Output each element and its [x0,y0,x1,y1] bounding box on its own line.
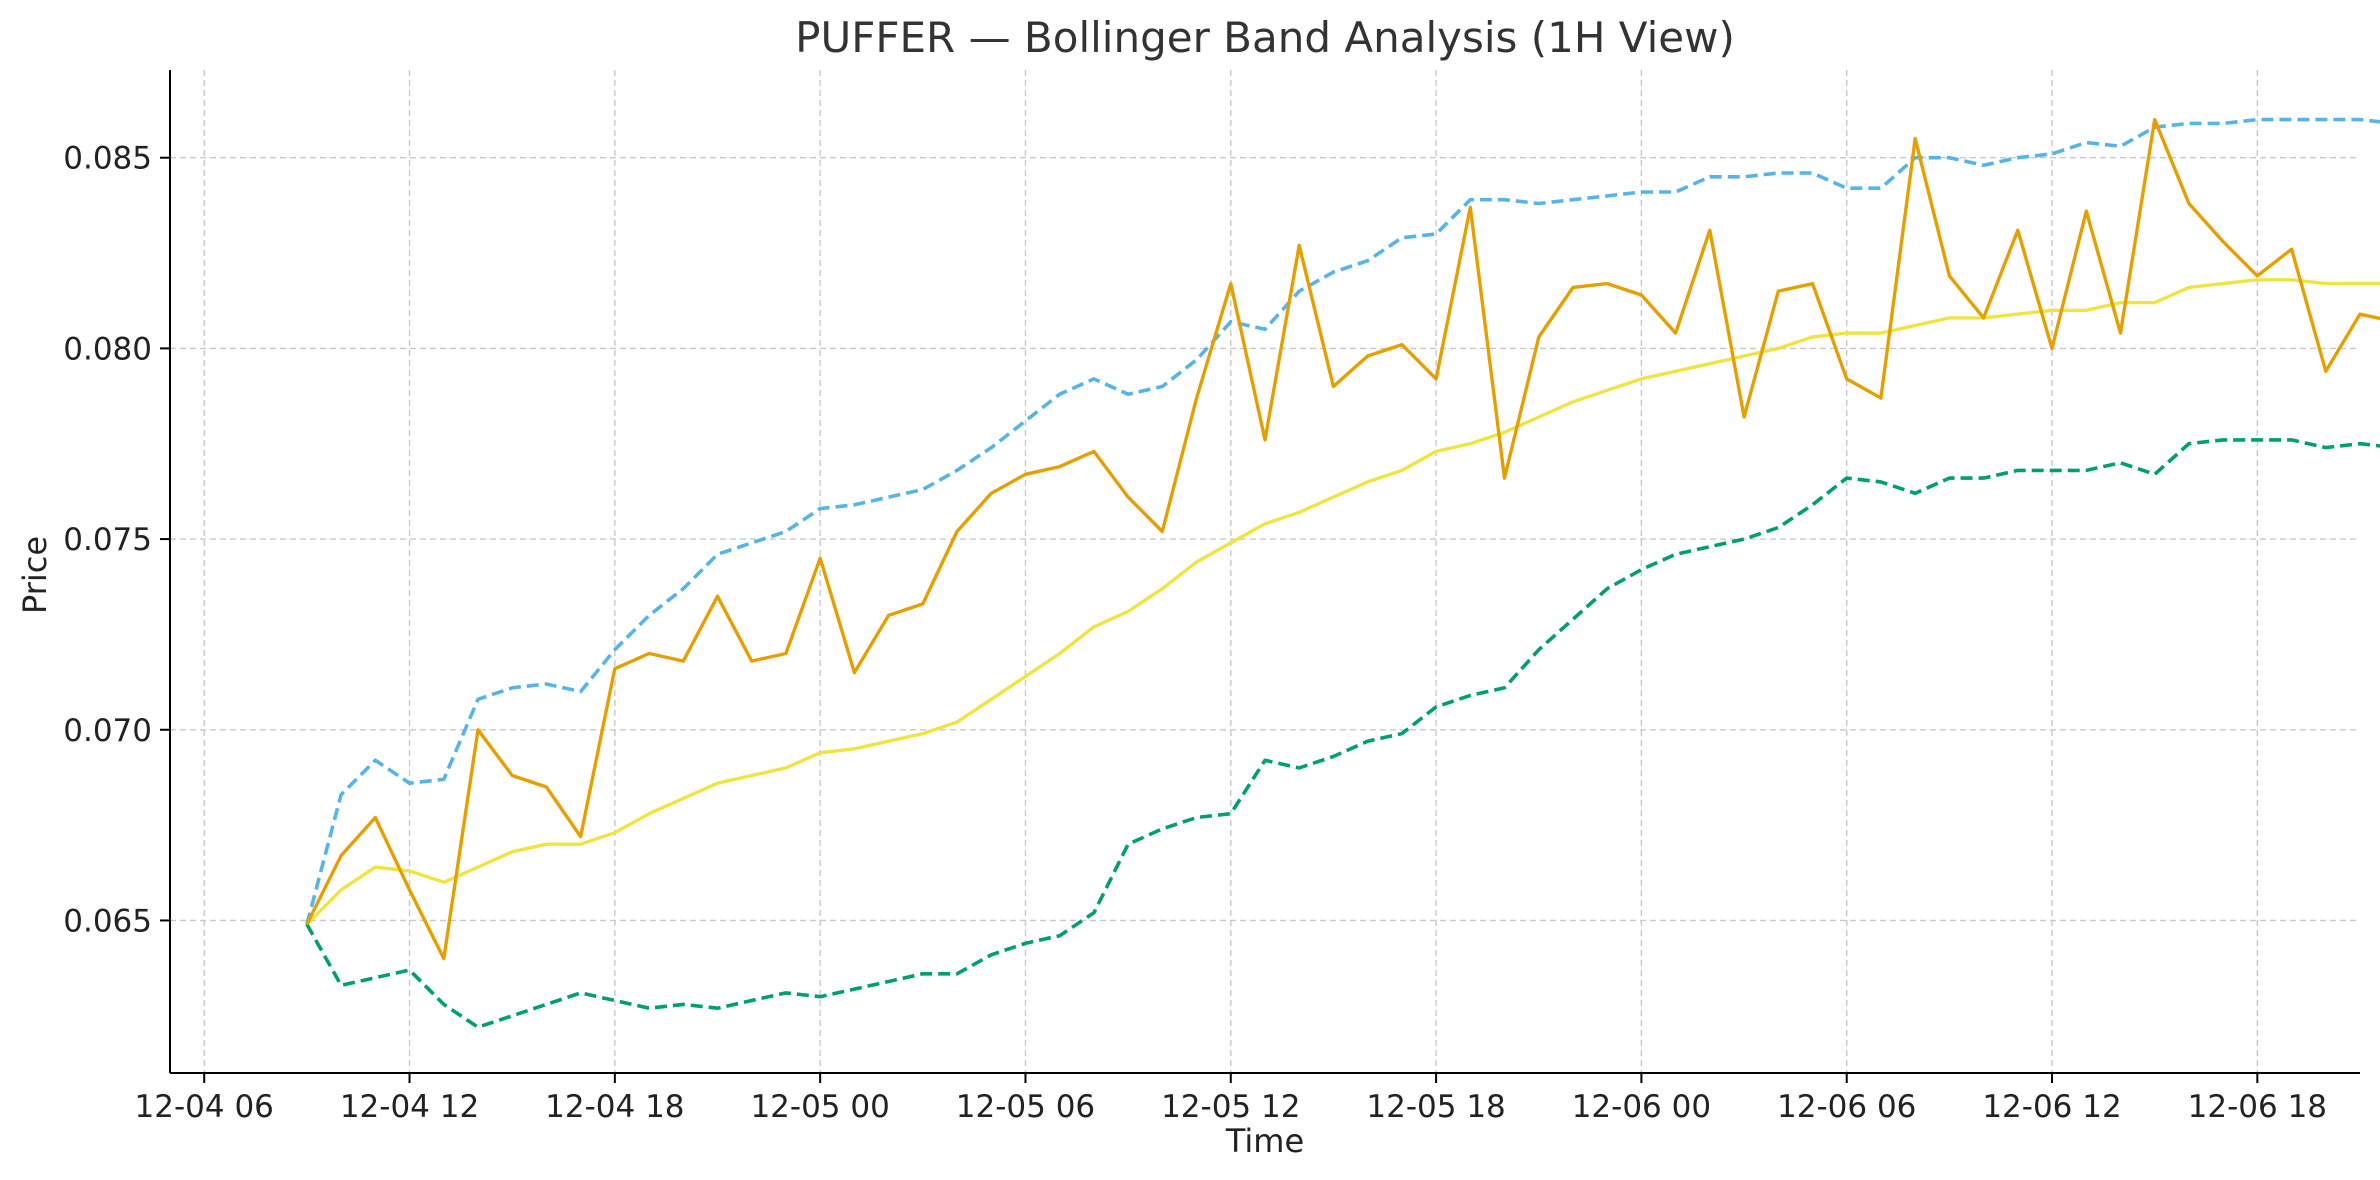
y-tick-label: 0.085 [63,141,152,177]
gridlines [170,70,2360,1073]
x-tick-label: 12-05 06 [956,1089,1095,1125]
lower-band-line [305,438,2380,1029]
x-tick-label: 12-05 18 [1366,1089,1505,1125]
x-tick-label: 12-06 12 [1982,1089,2121,1125]
x-tick-label: 12-04 06 [135,1089,274,1125]
price-line [305,117,2380,961]
y-tick-group: 0.065 0.070 0.075 0.080 0.085 [63,141,170,939]
upper-band-line [305,117,2380,925]
x-axis-label: Time [1225,1122,1304,1160]
y-tick-label: 0.065 [63,903,152,939]
x-tick-group: 12-04 06 12-04 12 12-04 18 12-05 00 12-05 06… [135,1073,2327,1125]
y-tick-label: 0.080 [63,331,152,367]
chart-title: PUFFER — Bollinger Band Analysis (1H Vie… [795,13,1735,62]
x-tick-label: 12-06 00 [1572,1089,1711,1125]
x-tick-label: 12-06 06 [1777,1089,1916,1125]
x-tick-label: 12-04 18 [545,1089,684,1125]
y-tick-label: 0.075 [63,522,152,558]
y-tick-label: 0.070 [63,713,152,749]
series-layer [305,117,2380,1029]
x-tick-label: 12-05 12 [1161,1089,1300,1125]
axes [169,70,2360,1074]
x-tick-label: 12-06 18 [2188,1089,2327,1125]
middle-band-line [305,278,2380,926]
x-tick-label: 12-04 12 [340,1089,479,1125]
y-axis-label: Price [16,536,54,614]
x-tick-label: 12-05 00 [750,1089,889,1125]
